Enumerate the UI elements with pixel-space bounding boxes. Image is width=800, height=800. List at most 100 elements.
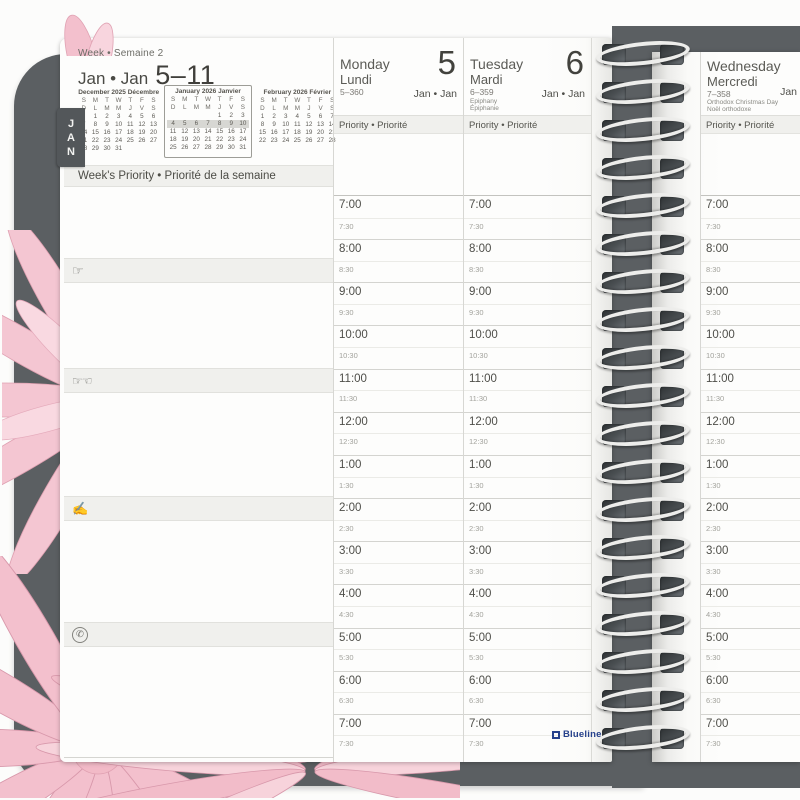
time-slot: 6:00 <box>334 670 463 693</box>
calendar-cell: 16 <box>103 129 111 136</box>
calendar-cell: S <box>151 97 156 104</box>
time-label: 8:30 <box>339 264 354 274</box>
coil-punch-hole <box>602 652 626 673</box>
time-label: 1:30 <box>339 480 354 490</box>
tab-letter: A <box>67 131 75 144</box>
coil-punch-hole <box>660 82 684 103</box>
time-label: 2:00 <box>339 502 362 515</box>
time-slot: 12:00 <box>701 411 800 434</box>
calendar-cell: 23 <box>103 137 111 144</box>
time-slot: 9:00 <box>334 282 463 304</box>
calendar-cell: 11 <box>169 128 177 135</box>
time-slot: 7:00 <box>334 196 463 218</box>
coil-punch-hole <box>660 120 684 141</box>
time-label: 4:00 <box>339 588 362 601</box>
time-grid: 7:00 7:30 8:00 8:30 9:00 9:30 10:00 10:30 11:00 1… <box>464 195 591 757</box>
calendar-cell: L <box>182 104 187 111</box>
calendar-cell: 13 <box>150 121 158 128</box>
coil-punch-hole <box>660 310 684 331</box>
calendar-cell: 24 <box>115 137 123 144</box>
time-slot: 4:00 <box>464 584 591 606</box>
calendar-cell: 17 <box>282 129 290 136</box>
calendar-cell: 6 <box>318 113 323 120</box>
calendar-cell: 22 <box>91 137 99 144</box>
time-label: 7:30 <box>469 739 484 749</box>
time-label: 12:00 <box>706 415 735 428</box>
time-label: 8:30 <box>706 264 721 274</box>
time-grid: 7:00 7:30 8:00 8:30 9:00 9:30 10:00 10:30 11:00 1… <box>334 195 463 757</box>
calendar-cell: 2 <box>105 113 109 120</box>
time-slot: 2:00 <box>464 498 591 520</box>
coil-punch-hole <box>660 196 684 217</box>
time-label: 7:00 <box>706 717 729 730</box>
coil-punch-hole <box>660 728 684 749</box>
calendar-cell: 28 <box>204 144 212 151</box>
time-slot: 7:00 <box>464 196 591 218</box>
time-label: 5:30 <box>469 653 484 663</box>
coil-punch-hole <box>602 576 626 597</box>
time-label: 7:30 <box>339 739 354 749</box>
calendar-title: February 2026 Février <box>263 89 332 96</box>
binding-coil <box>595 75 692 108</box>
time-label: 7:30 <box>706 739 721 749</box>
blueline-logo-icon <box>552 730 560 739</box>
time-slot: 5:30 <box>464 649 591 671</box>
time-label: 1:30 <box>469 480 484 490</box>
month-range-label: Jan • Jan <box>78 69 149 88</box>
time-slot: 7:00 <box>334 713 463 736</box>
calendar-cell: 18 <box>293 129 301 136</box>
calendar-cell: 11 <box>127 121 134 128</box>
calendar-cell: 30 <box>103 145 111 152</box>
time-slot: 1:30 <box>464 476 591 499</box>
time-slot: 12:30 <box>334 433 463 455</box>
calendar-cell: 15 <box>91 129 99 136</box>
time-slot: 2:00 <box>334 498 463 520</box>
time-slot: 9:00 <box>701 282 800 304</box>
time-slot: 10:00 <box>464 325 591 347</box>
time-slot: 8:00 <box>701 239 800 261</box>
calendar-cell: V <box>139 105 144 112</box>
calendar-cell: F <box>139 97 144 104</box>
notes-section-band: ☞☜ <box>64 368 333 393</box>
coil-punch-hole <box>602 196 626 217</box>
calendar-cell: 17 <box>239 128 247 135</box>
time-label: 11:00 <box>469 372 497 385</box>
calendar-cell: S <box>330 97 335 104</box>
time-slot: 1:30 <box>334 476 463 499</box>
time-slot: 6:30 <box>701 692 800 714</box>
calendar-cell: T <box>307 97 311 104</box>
binding-coil <box>595 227 692 260</box>
calendar-grid: SMTWTFSDLMMJVS12345678910111213141516171… <box>78 97 159 153</box>
calendar-cell: 10 <box>237 120 249 128</box>
time-slot: 3:30 <box>701 562 800 585</box>
time-label: 5:00 <box>469 631 492 644</box>
calendar-cell: 20 <box>317 129 325 136</box>
calendar-cell: 7 <box>202 120 214 128</box>
time-label: 7:30 <box>339 221 354 231</box>
calendar-cell: 4 <box>295 113 300 120</box>
calendar-cell <box>136 145 148 153</box>
calendar-cell: 16 <box>270 129 278 136</box>
day-column-tuesday: Tuesday Mardi 6–359 6 Jan • Jan Epiphany… <box>463 38 592 762</box>
calendar-cell: 2 <box>229 112 233 119</box>
calendar-cell: V <box>318 105 323 112</box>
time-slot: 5:00 <box>701 627 800 650</box>
calendar-cell: 12 <box>305 121 313 128</box>
time-label: 3:30 <box>469 566 484 576</box>
time-label: 5:00 <box>706 631 729 644</box>
calendar-cell: 14 <box>328 121 336 128</box>
calendar-cell: 25 <box>169 144 177 151</box>
calendar-cell: 23 <box>270 137 278 144</box>
time-label: 12:30 <box>339 437 358 447</box>
priority-band: Priority • Priorité <box>701 115 800 134</box>
time-label: 7:00 <box>469 717 492 730</box>
coil-punch-hole <box>602 82 626 103</box>
time-label: 6:30 <box>706 696 721 706</box>
time-label: 2:30 <box>706 523 721 533</box>
coil-punch-hole <box>602 462 626 483</box>
calendar-cell: 9 <box>225 120 238 128</box>
coil-punch-hole <box>660 158 684 179</box>
month-label: Jan • Jan <box>413 88 457 100</box>
coil-punch-hole <box>602 348 626 369</box>
time-label: 8:00 <box>706 243 729 256</box>
